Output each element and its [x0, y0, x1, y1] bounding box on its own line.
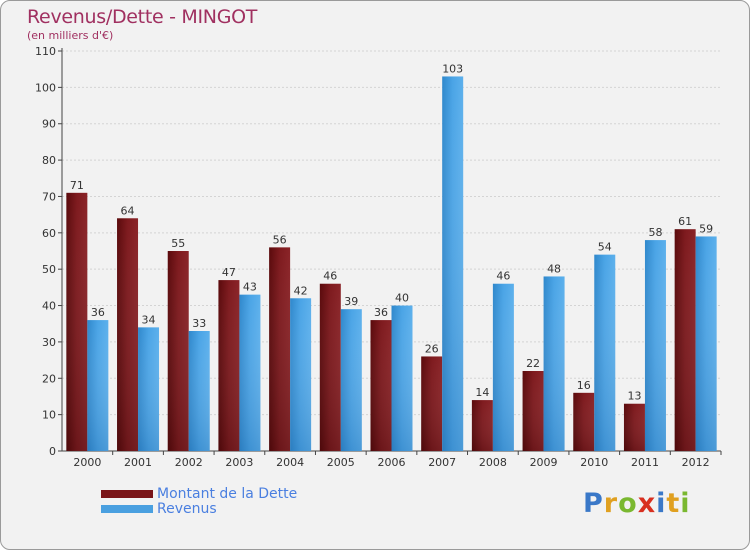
x-tick-label: 2008: [479, 456, 507, 469]
data-label: 36: [91, 306, 105, 319]
x-tick-label: 2001: [124, 456, 152, 469]
data-label: 34: [142, 313, 156, 326]
bar-shade: [471, 400, 493, 451]
data-label: 47: [222, 266, 236, 279]
y-tick-label: 0: [49, 445, 56, 458]
x-tick-label: 2003: [225, 456, 253, 469]
logo-letter: t: [666, 488, 681, 519]
bar-shade: [573, 392, 595, 451]
bar-shade: [522, 371, 544, 451]
data-label: 13: [627, 390, 641, 403]
y-tick-label: 50: [42, 263, 56, 276]
bar-shade: [623, 403, 645, 451]
bar-shade: [319, 283, 341, 451]
bar-shade: [290, 298, 312, 451]
data-label: 61: [678, 215, 692, 228]
x-tick-label: 2011: [631, 456, 659, 469]
x-tick-label: 2006: [378, 456, 406, 469]
bar-shade: [695, 236, 717, 451]
data-label: 46: [323, 270, 337, 283]
data-label: 46: [496, 270, 510, 283]
data-label: 64: [121, 204, 135, 217]
bar-shade: [66, 192, 88, 451]
bar-shade: [138, 327, 160, 451]
y-tick-label: 70: [42, 190, 56, 203]
y-tick-label: 100: [35, 81, 56, 94]
y-tick-label: 90: [42, 118, 56, 131]
bar-shade: [269, 247, 291, 451]
proxiti-logo: Proxiti: [583, 488, 691, 519]
x-tick-label: 2009: [530, 456, 558, 469]
bar-shade: [117, 218, 139, 451]
x-tick-label: 2012: [682, 456, 710, 469]
data-label: 55: [171, 237, 185, 250]
y-tick-label: 10: [42, 409, 56, 422]
bar-shade: [218, 280, 240, 451]
x-tick-label: 2002: [175, 456, 203, 469]
y-tick-label: 110: [35, 45, 56, 58]
data-label: 16: [577, 379, 591, 392]
legend-label-dette: Montant de la Dette: [157, 486, 298, 502]
data-label: 54: [598, 241, 612, 254]
legend-swatch-revenus: [101, 505, 153, 513]
data-label: 59: [699, 222, 713, 235]
bar-shade: [543, 276, 565, 451]
data-label: 48: [547, 262, 561, 275]
bar-shade: [594, 254, 616, 451]
logo-letter: r: [603, 488, 619, 519]
data-label: 33: [192, 317, 206, 330]
logo-letter: o: [618, 488, 638, 519]
logo-letter: P: [583, 488, 604, 519]
y-tick-label: 20: [42, 372, 56, 385]
x-tick-label: 2004: [276, 456, 304, 469]
legend-swatch-dette: [101, 490, 153, 498]
bar-shade: [674, 229, 696, 451]
y-tick-label: 40: [42, 300, 56, 313]
chart-subtitle: (en milliers d'€): [27, 29, 114, 42]
bar-shade: [492, 283, 514, 451]
bar-shade: [188, 331, 210, 451]
bar-shade: [421, 356, 443, 451]
data-label: 14: [475, 386, 489, 399]
x-tick-label: 2005: [327, 456, 355, 469]
y-tick-label: 60: [42, 227, 56, 240]
x-tick-label: 2007: [428, 456, 456, 469]
bar-shade: [391, 305, 413, 451]
data-label: 36: [374, 306, 388, 319]
data-label: 43: [243, 281, 257, 294]
bar-shade: [644, 240, 666, 451]
data-label: 71: [70, 179, 84, 192]
data-label: 103: [442, 62, 463, 75]
y-tick-label: 30: [42, 336, 56, 349]
bar-shade: [239, 294, 261, 451]
x-tick-label: 2010: [580, 456, 608, 469]
y-tick-label: 80: [42, 154, 56, 167]
data-label: 40: [395, 292, 409, 305]
data-label: 58: [648, 226, 662, 239]
bar-shade: [167, 251, 189, 451]
chart-title: Revenus/Dette - MINGOT: [27, 6, 258, 28]
data-label: 26: [425, 342, 439, 355]
legend-label-revenus: Revenus: [157, 501, 217, 517]
bar-shade: [340, 309, 362, 451]
logo-letter: i: [656, 488, 667, 519]
x-tick-label: 2000: [73, 456, 101, 469]
data-label: 56: [273, 233, 287, 246]
logo-letter: x: [637, 488, 657, 519]
bar-shade: [370, 320, 392, 451]
bar-shade: [87, 320, 109, 451]
bar-shade: [442, 76, 464, 452]
data-label: 42: [294, 284, 308, 297]
data-label: 39: [344, 295, 358, 308]
data-label: 22: [526, 357, 540, 370]
logo-letter: i: [680, 488, 691, 519]
